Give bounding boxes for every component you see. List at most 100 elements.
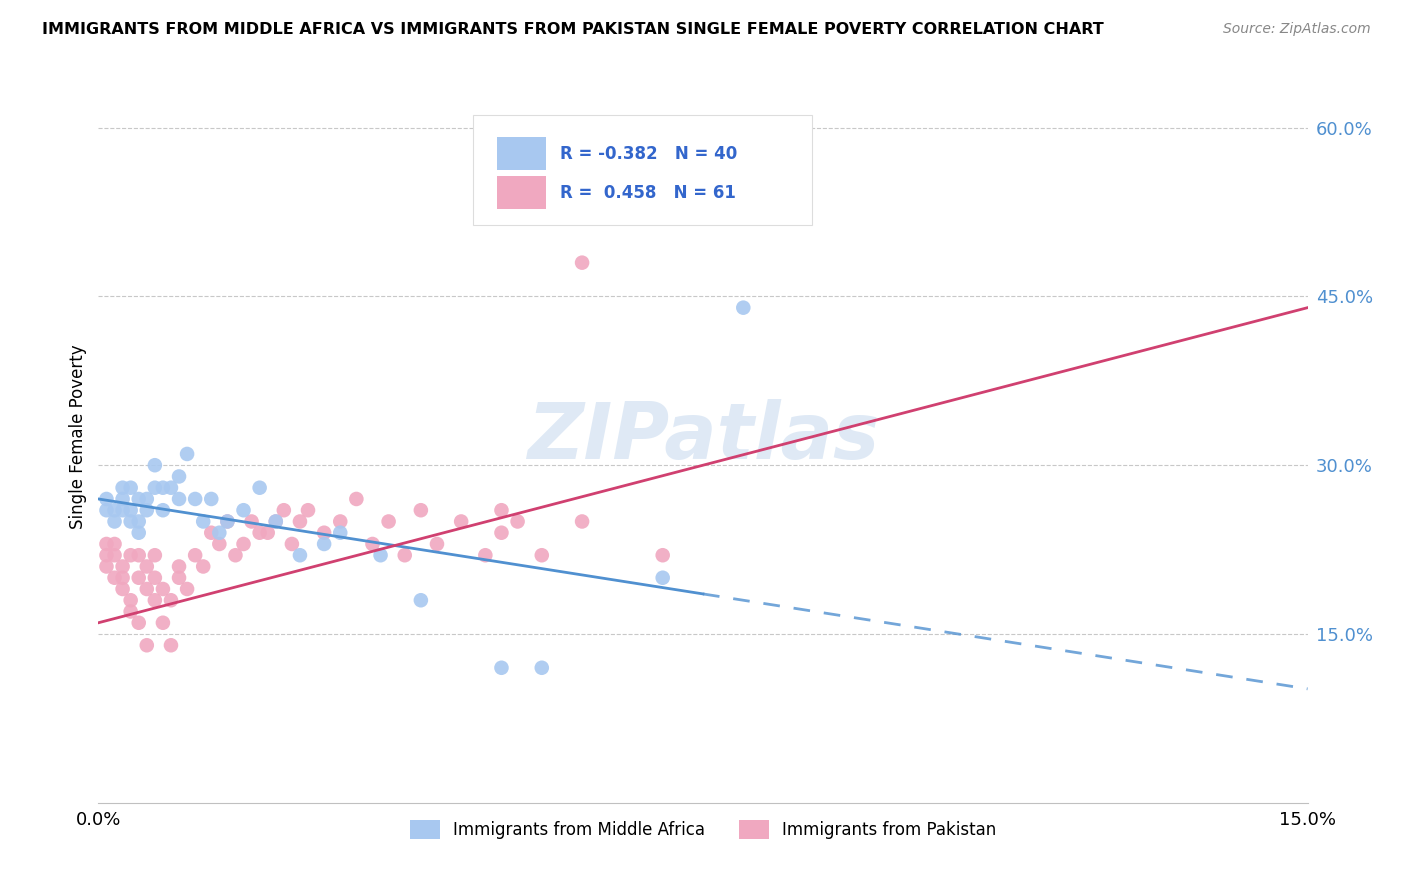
Point	[224, 548, 246, 562]
Point	[96, 537, 118, 551]
Point	[120, 605, 142, 619]
Point	[530, 661, 553, 675]
Point	[273, 503, 295, 517]
Point	[281, 537, 304, 551]
Point	[217, 515, 239, 529]
Point	[120, 481, 142, 495]
Point	[200, 525, 222, 540]
Point	[361, 537, 384, 551]
Point	[450, 515, 472, 529]
Point	[474, 548, 496, 562]
Point	[733, 301, 755, 315]
Point	[167, 559, 190, 574]
Point	[111, 491, 134, 506]
Point	[426, 537, 449, 551]
Point	[128, 571, 150, 585]
Point	[249, 481, 271, 495]
Point	[120, 548, 142, 562]
Point	[120, 503, 142, 517]
Point	[217, 515, 239, 529]
Point	[200, 491, 222, 506]
FancyBboxPatch shape	[474, 115, 811, 225]
Point	[208, 525, 231, 540]
Point	[208, 537, 231, 551]
Point	[329, 515, 352, 529]
Point	[160, 593, 183, 607]
Point	[288, 515, 311, 529]
Point	[394, 548, 416, 562]
Point	[530, 548, 553, 562]
Point	[612, 154, 634, 169]
Text: R = -0.382   N = 40: R = -0.382 N = 40	[561, 145, 738, 163]
Bar	[498, 176, 546, 209]
Point	[152, 481, 174, 495]
Point	[409, 503, 432, 517]
Point	[651, 548, 673, 562]
Point	[143, 593, 166, 607]
Point	[111, 481, 134, 495]
Point	[152, 582, 174, 596]
Point	[184, 548, 207, 562]
Point	[143, 571, 166, 585]
Point	[111, 571, 134, 585]
Legend: Immigrants from Middle Africa, Immigrants from Pakistan: Immigrants from Middle Africa, Immigrant…	[404, 814, 1002, 846]
Point	[135, 638, 157, 652]
Point	[160, 481, 183, 495]
Point	[184, 491, 207, 506]
Text: ZIPatlas: ZIPatlas	[527, 399, 879, 475]
Point	[103, 515, 125, 529]
Point	[297, 503, 319, 517]
Point	[651, 571, 673, 585]
Point	[329, 525, 352, 540]
Point	[176, 582, 198, 596]
Point	[128, 525, 150, 540]
Point	[160, 638, 183, 652]
Point	[96, 491, 118, 506]
Point	[120, 515, 142, 529]
Point	[264, 515, 287, 529]
Point	[193, 559, 215, 574]
Point	[152, 615, 174, 630]
Point	[167, 469, 190, 483]
Point	[128, 548, 150, 562]
Point	[135, 491, 157, 506]
Point	[256, 525, 278, 540]
Point	[571, 255, 593, 269]
Point	[103, 548, 125, 562]
Point	[111, 559, 134, 574]
Point	[103, 503, 125, 517]
Point	[288, 548, 311, 562]
Point	[232, 503, 254, 517]
Point	[96, 559, 118, 574]
Point	[491, 525, 513, 540]
Point	[249, 525, 271, 540]
Point	[111, 582, 134, 596]
Y-axis label: Single Female Poverty: Single Female Poverty	[69, 345, 87, 529]
Point	[143, 548, 166, 562]
Point	[232, 537, 254, 551]
Point	[409, 593, 432, 607]
Bar	[498, 137, 546, 170]
Point	[103, 537, 125, 551]
Point	[491, 503, 513, 517]
Point	[264, 515, 287, 529]
Point	[143, 458, 166, 473]
Point	[111, 503, 134, 517]
Point	[135, 582, 157, 596]
Point	[314, 525, 336, 540]
Text: R =  0.458   N = 61: R = 0.458 N = 61	[561, 184, 737, 202]
Point	[176, 447, 198, 461]
Point	[571, 515, 593, 529]
Point	[128, 491, 150, 506]
Point	[96, 503, 118, 517]
Point	[103, 571, 125, 585]
Point	[128, 615, 150, 630]
Point	[314, 537, 336, 551]
Point	[506, 515, 529, 529]
Point	[167, 491, 190, 506]
Point	[96, 548, 118, 562]
Point	[377, 515, 399, 529]
Point	[135, 503, 157, 517]
Point	[344, 491, 367, 506]
Point	[193, 515, 215, 529]
